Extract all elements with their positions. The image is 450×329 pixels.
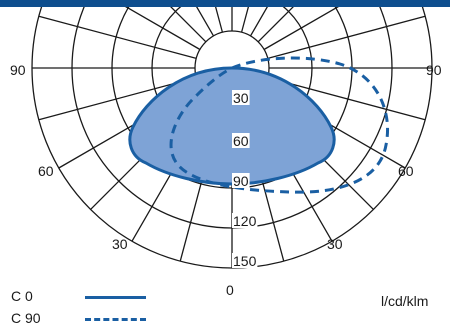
grid-spoke: [267, 76, 426, 121]
radial-tick-bg: [232, 133, 250, 148]
radial-tick-label: 60: [233, 133, 249, 149]
grid-spoke: [170, 7, 207, 43]
radial-tick-label: 150: [233, 253, 257, 269]
radial-tick-label: 30: [233, 90, 249, 106]
grid-spoke: [257, 7, 294, 43]
angle-label-right-90: 90: [426, 62, 442, 78]
angle-label-left-60: 60: [38, 163, 54, 179]
grid-spoke: [38, 76, 197, 121]
angle-label-right-30: 30: [327, 236, 343, 252]
c0-curve: [128, 66, 336, 186]
legend-c90-label: C 90: [11, 310, 41, 326]
legend-c90-swatch: [85, 318, 146, 321]
grid-spoke: [263, 7, 339, 51]
angle-label-left-90: 90: [10, 62, 26, 78]
grid-spoke: [196, 7, 215, 37]
grid-spoke: [249, 7, 268, 37]
unit-label: l/cd/klm: [381, 293, 429, 309]
radial-tick-bg: [232, 253, 258, 268]
grid-spoke: [267, 15, 426, 60]
radial-tick-label: 90: [233, 173, 249, 189]
angle-label-bottom-0: 0: [226, 282, 234, 298]
legend-c0-swatch: [85, 296, 146, 299]
angle-label-right-60: 60: [398, 163, 414, 179]
legend-c0-label: C 0: [11, 288, 33, 304]
header-bar: [0, 0, 450, 7]
c90-curve: [169, 56, 389, 194]
radial-tick-bg: [232, 90, 250, 105]
grid-spoke: [38, 15, 197, 60]
radial-tick-label: 120: [233, 213, 257, 229]
grid-spoke: [125, 7, 201, 51]
radial-tick-bg: [232, 213, 258, 228]
angle-label-left-30: 30: [112, 236, 128, 252]
radial-tick-bg: [232, 173, 250, 188]
